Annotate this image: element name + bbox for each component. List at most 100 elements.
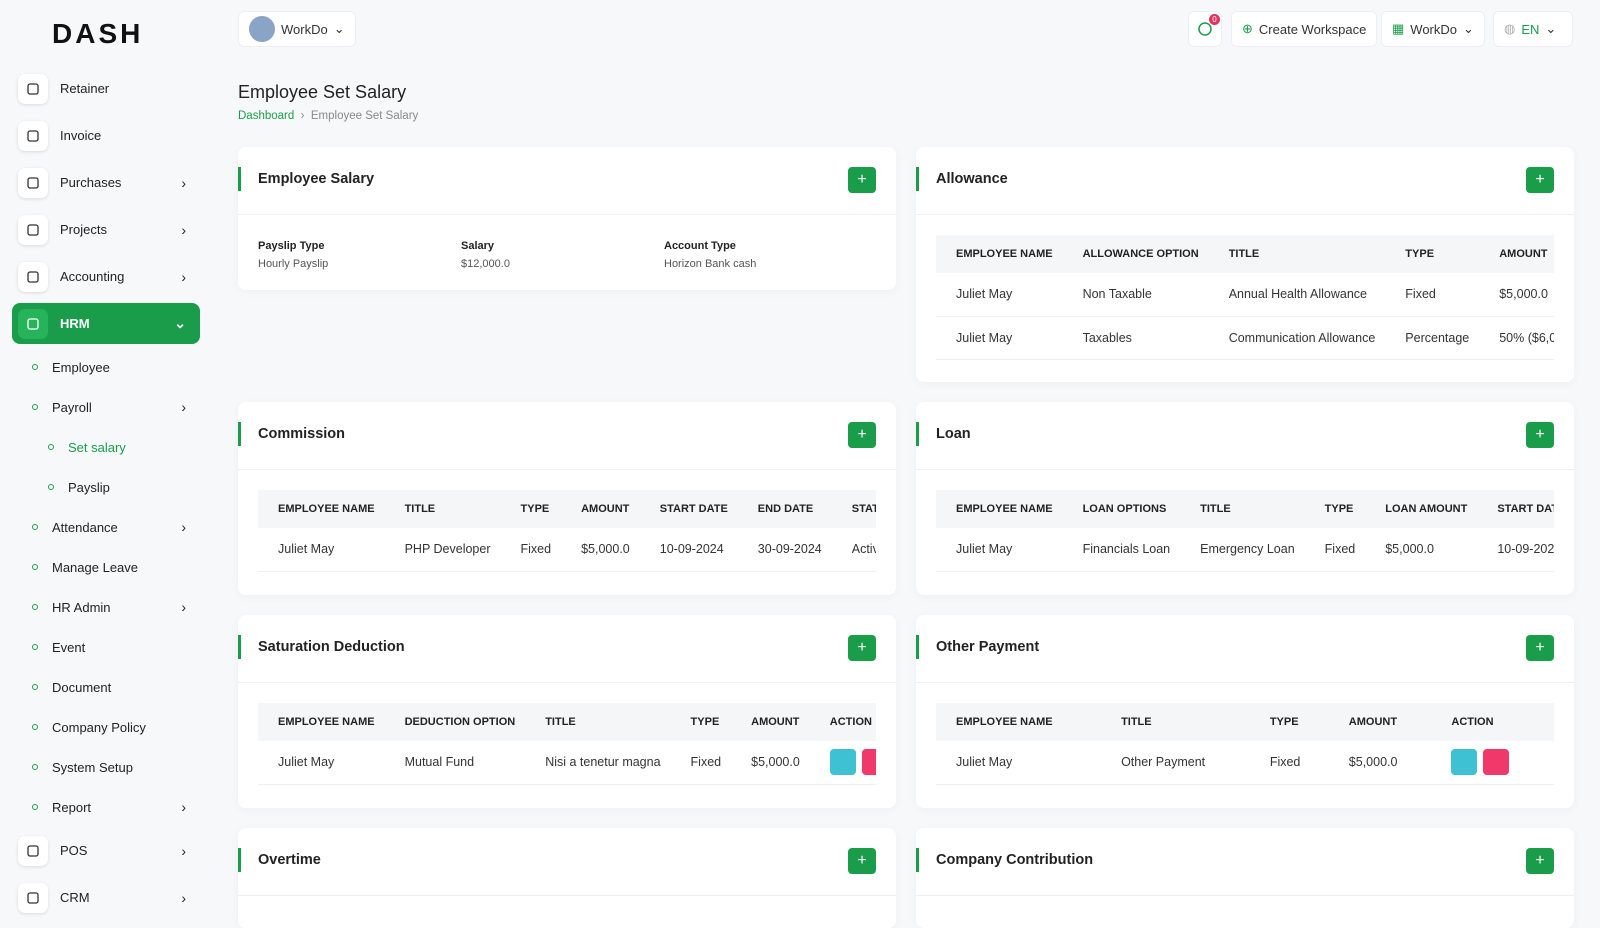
table-row: Juliet May Taxables Communication Allowanc… xyxy=(936,316,1554,360)
language-select[interactable]: ◍ EN ⌄ xyxy=(1493,11,1573,47)
column-header: ACTION xyxy=(809,703,876,741)
field-value: Horizon Bank cash xyxy=(664,258,757,270)
table: EMPLOYEE NAME ALLOWANCE OPTION TITLE TYPE AM… xyxy=(936,235,1554,360)
sidebar-icon xyxy=(18,308,48,339)
add-button[interactable]: + xyxy=(1526,422,1554,448)
sidebar-item[interactable]: CRM › xyxy=(12,874,200,921)
card-header: Company Contribution + xyxy=(916,828,1574,896)
sidebar-item[interactable]: Document xyxy=(12,667,200,707)
sidebar-item[interactable]: POS › xyxy=(12,827,200,874)
cell: 10-09-2024 xyxy=(1477,528,1554,572)
add-button[interactable]: + xyxy=(1526,848,1554,874)
sidebar-item[interactable]: Accounting › xyxy=(12,253,200,300)
edit-button[interactable] xyxy=(1451,749,1478,776)
sidebar-label: Employee xyxy=(52,359,110,375)
table-wrap: EMPLOYEE NAME TITLE TYPE AMOUNT ACTION Juliet… xyxy=(936,703,1554,785)
add-button[interactable]: + xyxy=(848,848,876,874)
sidebar-item[interactable]: Set salary xyxy=(12,427,200,467)
sidebar-item[interactable]: HRM ⌄ xyxy=(12,303,200,344)
sidebar-label: Event xyxy=(52,639,86,655)
column-header: TITLE xyxy=(384,490,501,528)
add-button[interactable]: + xyxy=(848,167,876,193)
bullet xyxy=(48,444,54,450)
sidebar-item[interactable]: Payroll › xyxy=(12,387,200,427)
cell: $5,000.0 xyxy=(1479,273,1554,317)
page-title: Employee Set Salary xyxy=(238,82,407,102)
sidebar-item[interactable]: Purchases › xyxy=(12,159,200,206)
column-header: START DATE xyxy=(1477,490,1554,528)
sidebar-label: HR Admin xyxy=(52,599,111,615)
sidebar-item[interactable]: Invoice xyxy=(12,112,200,159)
sidebar-item[interactable]: Report › xyxy=(12,787,200,827)
cell: Fixed xyxy=(1249,741,1329,785)
column-header: TITLE xyxy=(1208,235,1386,273)
workspace-select[interactable]: WorkDo ⌄ xyxy=(238,11,356,47)
delete-button[interactable] xyxy=(1483,749,1510,776)
column-header: STATUS xyxy=(831,490,876,528)
create-workspace[interactable]: ⊕ Create Workspace xyxy=(1231,11,1378,47)
add-button[interactable]: + xyxy=(1526,635,1554,661)
cell: Fixed xyxy=(1304,528,1366,572)
cell: $5,000.0 xyxy=(1365,528,1478,572)
sidebar-item[interactable]: Company Policy xyxy=(12,707,200,747)
header-row: EMPLOYEE NAME LOAN OPTIONS TITLE TYPE LOAN A… xyxy=(936,490,1554,528)
sidebar-icon xyxy=(18,261,48,292)
header-row: EMPLOYEE NAME DEDUCTION OPTION TITLE TYPE AM… xyxy=(258,703,876,741)
sidebar-label: HRM xyxy=(60,316,90,331)
cell: Percentage xyxy=(1385,316,1480,360)
chevron: › xyxy=(181,399,186,415)
cell: $5,000.0 xyxy=(1328,741,1432,785)
column-header: ACTION xyxy=(1431,703,1554,741)
fields: Payslip Type Hourly Payslip Salary $12,000.… xyxy=(238,215,896,290)
sidebar-item[interactable]: Event xyxy=(12,627,200,667)
field-label: Salary xyxy=(461,240,495,252)
sidebar-item[interactable]: Projects › xyxy=(12,206,200,253)
cell: Nisi a tenetur magna xyxy=(525,741,671,785)
table-row: Juliet May Non Taxable Annual Health Allow… xyxy=(936,273,1554,317)
table-row: Juliet May Mutual Fund Nisi a tenetur magn… xyxy=(258,741,876,785)
sidebar-label: Invoice xyxy=(60,128,102,143)
delete-button[interactable] xyxy=(861,749,876,776)
column-header: EMPLOYEE NAME xyxy=(258,703,385,741)
card-title: Commission xyxy=(238,422,345,446)
notifications[interactable]: 0 xyxy=(1188,11,1222,47)
add-button[interactable]: + xyxy=(1526,167,1554,193)
column-header: START DATE xyxy=(639,490,738,528)
chevron: › xyxy=(181,842,186,859)
column-header: TYPE xyxy=(500,490,562,528)
column-header: TYPE xyxy=(1249,703,1329,741)
sidebar-label: Purchases xyxy=(60,175,122,190)
header-row: EMPLOYEE NAME ALLOWANCE OPTION TITLE TYPE AM… xyxy=(936,235,1554,273)
sidebar-item[interactable]: Manage Leave xyxy=(12,547,200,587)
card: Employee Salary + Payslip Type Hourly Paysl… xyxy=(238,147,896,290)
sidebar-item[interactable]: Attendance › xyxy=(12,507,200,547)
user-menu[interactable]: ▦ WorkDo ⌄ xyxy=(1381,11,1485,47)
cell: Active xyxy=(831,528,876,572)
sidebar-label: Report xyxy=(52,799,92,815)
sidebar-item[interactable]: HR Admin › xyxy=(12,587,200,627)
cell: PHP Developer xyxy=(384,528,501,572)
sidebar-item[interactable]: System Setup xyxy=(12,747,200,787)
add-button[interactable]: + xyxy=(848,422,876,448)
cell: Emergency Loan xyxy=(1180,528,1305,572)
sidebar-item[interactable]: Payslip xyxy=(12,467,200,507)
card-header: Other Payment + xyxy=(916,615,1574,683)
bullet xyxy=(48,484,54,490)
table: EMPLOYEE NAME DEDUCTION OPTION TITLE TYPE AM… xyxy=(258,703,876,785)
column-header: TYPE xyxy=(670,703,732,741)
breadcrumb-link[interactable]: Dashboard xyxy=(238,110,295,122)
edit-button[interactable] xyxy=(829,749,856,776)
sidebar-item[interactable]: Employee xyxy=(12,347,200,387)
table-wrap: EMPLOYEE NAME LOAN OPTIONS TITLE TYPE LOAN A… xyxy=(936,490,1554,572)
sidebar-label: Document xyxy=(52,679,112,695)
add-button[interactable]: + xyxy=(848,635,876,661)
card-header: Loan + xyxy=(916,402,1574,470)
column-header: TYPE xyxy=(1304,490,1366,528)
field: Salary $12,000.0 xyxy=(461,237,664,273)
table-row: Juliet May Financials Loan Emergency Loan F… xyxy=(936,528,1554,572)
language: EN xyxy=(1521,21,1540,37)
card: Loan + EMPLOYEE NAME LOAN OPTIONS TITLE TYPE L… xyxy=(916,402,1574,595)
cell: Fixed xyxy=(670,741,732,785)
sidebar-item[interactable]: Retainer xyxy=(12,65,200,112)
cell: Juliet May xyxy=(258,741,385,785)
